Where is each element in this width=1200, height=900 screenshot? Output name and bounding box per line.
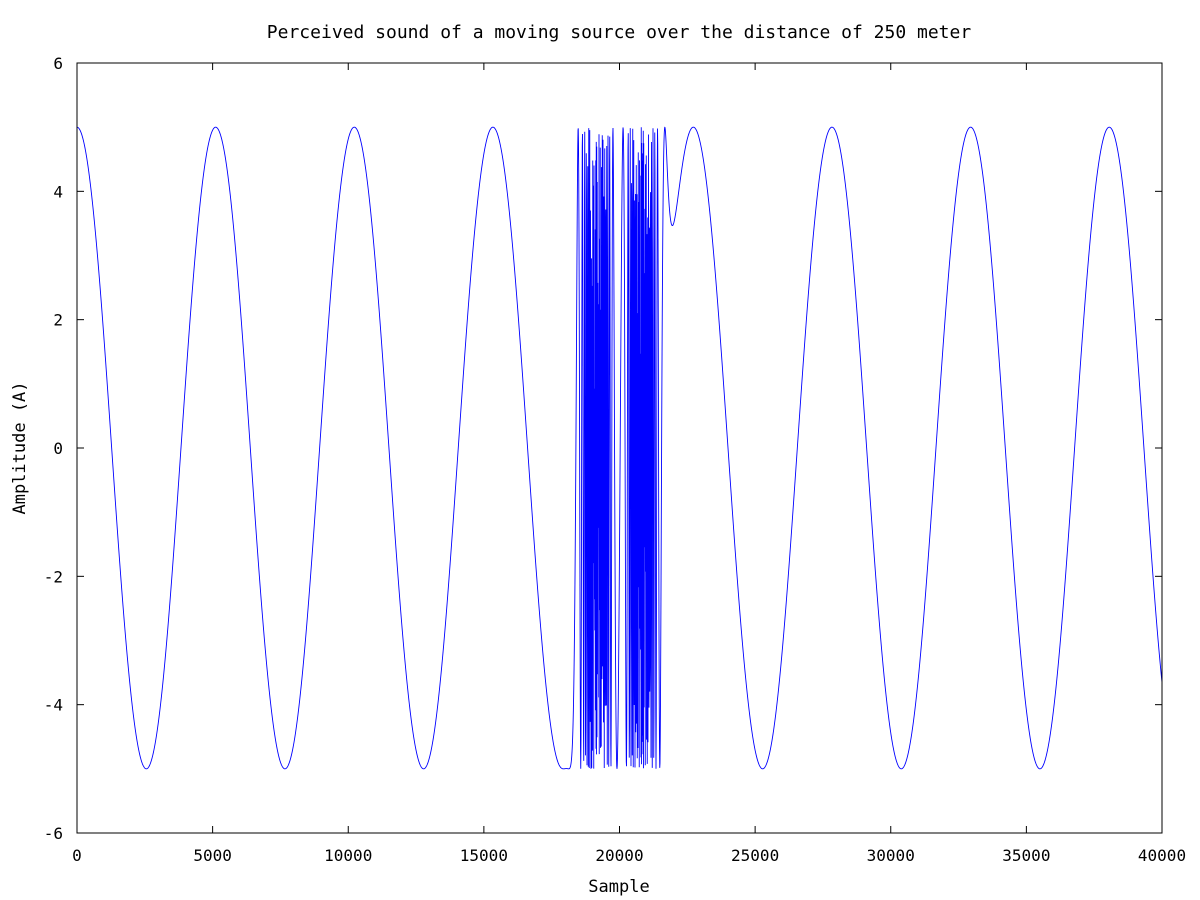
y-axis-label: Amplitude (A) (10, 381, 30, 514)
x-tick-label: 30000 (867, 846, 915, 865)
y-tick-label: 2 (53, 311, 63, 330)
y-tick-label: 6 (53, 54, 63, 73)
plot-frame (76, 62, 1163, 834)
y-tick-label: 0 (53, 439, 63, 458)
x-tick-label: 35000 (1002, 846, 1050, 865)
x-tick-label: 5000 (193, 846, 232, 865)
x-tick-label: 0 (72, 846, 82, 865)
y-tick-label: -6 (44, 824, 63, 843)
x-tick-label: 25000 (731, 846, 779, 865)
y-tick-label: 4 (53, 182, 63, 201)
series-line-0 (76, 126, 1163, 770)
x-tick-label: 40000 (1138, 846, 1186, 865)
y-axis: -6 -4 -2 0 2 4 6 (44, 54, 1162, 843)
x-axis-label: Sample (588, 877, 649, 897)
x-tick-label: 20000 (595, 846, 643, 865)
x-tick-label: 10000 (324, 846, 372, 865)
plot-area (76, 126, 1163, 770)
y-tick-label: -4 (44, 696, 63, 715)
x-axis: 0 5000 10000 15000 20000 25000 30000 35000 40000 (72, 63, 1186, 865)
y-tick-label: -2 (44, 567, 63, 586)
chart-title: Perceived sound of a moving source over … (267, 22, 972, 43)
x-tick-label: 15000 (460, 846, 508, 865)
